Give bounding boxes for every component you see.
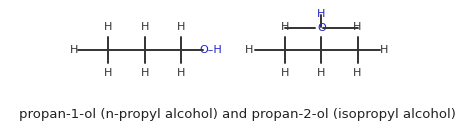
Text: H: H <box>70 45 79 55</box>
Text: O: O <box>317 23 326 33</box>
Text: H: H <box>353 22 362 32</box>
Text: H: H <box>379 45 388 55</box>
Text: H: H <box>177 68 185 78</box>
Text: H: H <box>245 45 253 55</box>
Text: H: H <box>281 22 290 32</box>
Text: O–H: O–H <box>200 45 222 55</box>
Text: propan-1-ol (n-propyl alcohol) and propan-2-ol (isopropyl alcohol): propan-1-ol (n-propyl alcohol) and propa… <box>18 108 456 121</box>
Text: H: H <box>104 68 113 78</box>
Text: H: H <box>353 68 362 78</box>
Text: H: H <box>140 22 149 32</box>
Text: H: H <box>317 9 326 19</box>
Text: H: H <box>281 68 290 78</box>
Text: H: H <box>104 22 113 32</box>
Text: H: H <box>140 68 149 78</box>
Text: H: H <box>317 68 326 78</box>
Text: H: H <box>177 22 185 32</box>
